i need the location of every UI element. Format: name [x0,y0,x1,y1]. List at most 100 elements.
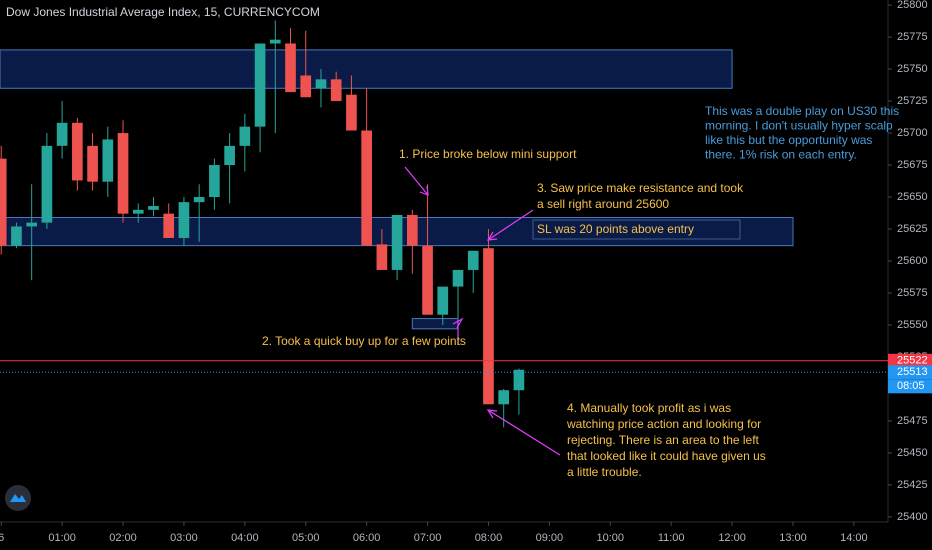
price-tag-label: 25513 [897,366,928,378]
candle-body [361,130,372,246]
candle-body [178,202,190,238]
candle-body [376,244,388,270]
candle-body [254,43,266,127]
annotation: a sell right around 25600 [537,197,669,211]
x-tick-label: 11:00 [658,532,685,544]
candle-body [11,226,22,246]
y-tick-label: 25475 [897,415,928,427]
candle-body [102,139,114,182]
x-tick-label: 04:00 [231,532,259,544]
annotation: 3. Saw price make resistance and took [537,181,744,195]
x-tick-label: 10:00 [597,532,625,544]
candles [0,20,525,428]
candle-body [300,75,312,98]
annotation: there. 1% risk on each entry. [705,148,857,162]
zone [411,318,459,330]
candle-body [26,222,37,227]
annotation: a little trouble. [567,465,642,479]
candle-body [0,158,7,246]
candle-body [72,122,83,181]
zone [0,49,733,89]
y-tick-label: 25775 [897,31,928,43]
y-tick-label: 25800 [897,0,928,11]
annotation: 1. Price broke below mini support [399,147,577,161]
candle-body [483,248,494,405]
y-tick-label: 25400 [897,511,928,523]
candle-body [117,133,129,214]
annotation: 2. Took a quick buy up for a few points [262,334,466,348]
annotation: that looked like it could have given us [567,449,766,463]
x-tick-label: 6 [0,532,4,544]
x-tick-label: 13:00 [779,532,807,544]
candle-body [467,250,479,270]
arrows [404,166,561,456]
candle-body [209,165,220,198]
y-tick-label: 25675 [897,159,928,171]
x-tick-label: 08:00 [475,532,503,544]
arrow-head [452,317,464,329]
logo-mark [10,494,26,502]
arrow [487,409,561,456]
candle-body [224,145,235,166]
countdown-label: 08:05 [897,380,925,392]
x-tick-label: 09:00 [536,532,564,544]
x-tick-label: 06:00 [353,532,381,544]
chart-title: Dow Jones Industrial Average Index, 15, … [6,5,320,19]
candle-body [285,43,296,93]
annotation: morning. I don't usually hyper scalp [705,119,893,133]
annotation: SL was 20 points above entry [537,222,694,236]
candle-body [513,369,525,391]
candle-body [163,213,175,238]
y-tick-label: 25725 [897,95,928,107]
candle-body [193,197,205,203]
annotation: rejecting. There is an area to the left [567,433,760,447]
candle-body [498,390,510,405]
arrow [404,166,429,196]
y-tick-label: 25425 [897,479,928,491]
annotation: 4. Manually took profit as i was [567,401,731,415]
candle-body [437,286,449,315]
y-tick-label: 25650 [897,191,928,203]
y-tick-label: 25600 [897,255,928,267]
price-tag [888,353,932,368]
x-tick-label: 05:00 [292,532,320,544]
candle-body [422,245,433,315]
countdown-tag [888,379,932,394]
candle-body [148,205,159,210]
x-tick-label: 01:00 [48,532,76,544]
x-tick-label: 12:00 [718,532,746,544]
y-tick-label: 25750 [897,63,928,75]
annotation: like this but the opportunity was [705,133,872,147]
candle-body [239,126,251,146]
candle-body [391,214,403,270]
y-tick-label: 25450 [897,447,928,459]
candle-body [330,79,342,102]
arrow [487,209,534,241]
sl-box [532,219,741,240]
arrow-head [486,231,498,241]
y-tick-label: 25550 [897,319,928,331]
x-tick-label: 02:00 [109,532,137,544]
y-tick-label: 25575 [897,287,928,299]
x-tick-label: 14:00 [840,532,868,544]
price-tag-label: 25522 [897,355,928,367]
candle-body [41,145,53,223]
arrow-head [486,409,498,419]
x-tick-label: 07:00 [414,532,442,544]
candle-body [269,39,281,44]
y-tick-label: 25625 [897,223,928,235]
candle-body [56,122,68,146]
y-tick-label: 25700 [897,127,928,139]
price-tag [888,365,932,380]
candle-body [315,79,327,89]
candle-body [452,269,464,287]
candle-body [407,214,418,246]
candle-body [87,145,98,182]
candle-body [346,94,357,131]
annotation: watching price action and looking for [566,417,761,431]
candle-body [132,209,144,214]
x-tick-label: 03:00 [170,532,198,544]
arrow-head [419,185,429,196]
